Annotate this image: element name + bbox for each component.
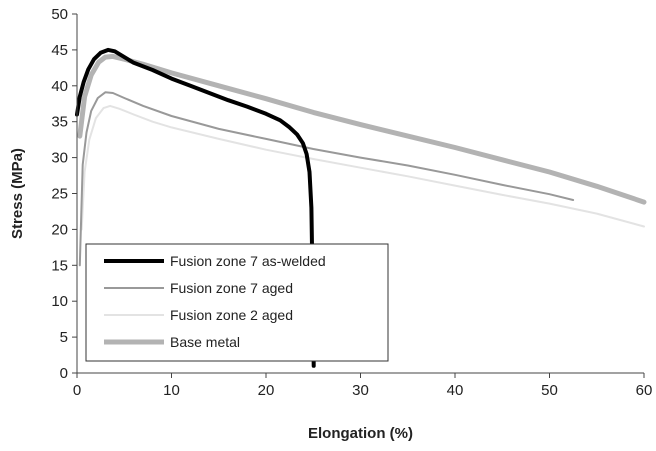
legend-label-base-metal: Base metal bbox=[170, 334, 240, 350]
y-tick-label: 0 bbox=[60, 365, 68, 382]
y-tick-label: 25 bbox=[51, 186, 68, 203]
series-line-fusion-zone-7-aged bbox=[78, 91, 575, 267]
y-tick-label: 30 bbox=[51, 150, 68, 167]
y-tick-label: 50 bbox=[51, 6, 68, 23]
x-tick-label: 0 bbox=[73, 382, 81, 399]
y-tick-label: 10 bbox=[51, 293, 68, 310]
y-tick-label: 35 bbox=[51, 114, 68, 131]
x-tick-label: 40 bbox=[447, 382, 464, 399]
x-tick-label: 10 bbox=[163, 382, 180, 399]
series-layer bbox=[75, 47, 647, 368]
y-tick-label: 45 bbox=[51, 42, 68, 59]
x-tick-label: 30 bbox=[352, 382, 369, 399]
legend-label-fusion-zone-7-aged: Fusion zone 7 aged bbox=[170, 280, 293, 296]
y-axis-title: Stress (MPa) bbox=[9, 148, 26, 239]
axes-layer: 0 5 10 15 20 25 30 35 40 45 50 0 10 20 30 40 50 60 bbox=[51, 6, 652, 399]
x-tick-label: 20 bbox=[258, 382, 275, 399]
series-line-fusion-zone-2-aged bbox=[80, 104, 645, 231]
y-tick-label: 5 bbox=[60, 329, 68, 346]
legend: Fusion zone 7 as-welded Fusion zone 7 age… bbox=[85, 243, 389, 362]
series-line-fusion-zone-7-as-welded bbox=[75, 47, 316, 368]
y-tick-label: 15 bbox=[51, 257, 68, 274]
x-axis-title: Elongation (%) bbox=[308, 425, 413, 442]
series-line-base-metal bbox=[77, 53, 647, 205]
legend-label-fusion-zone-7-as-welded: Fusion zone 7 as-welded bbox=[170, 253, 326, 269]
x-tick-label: 60 bbox=[636, 382, 653, 399]
legend-label-fusion-zone-2-aged: Fusion zone 2 aged bbox=[170, 307, 293, 323]
y-tick-label: 20 bbox=[51, 221, 68, 238]
y-tick-label: 40 bbox=[51, 78, 68, 95]
x-tick-label: 50 bbox=[541, 382, 558, 399]
